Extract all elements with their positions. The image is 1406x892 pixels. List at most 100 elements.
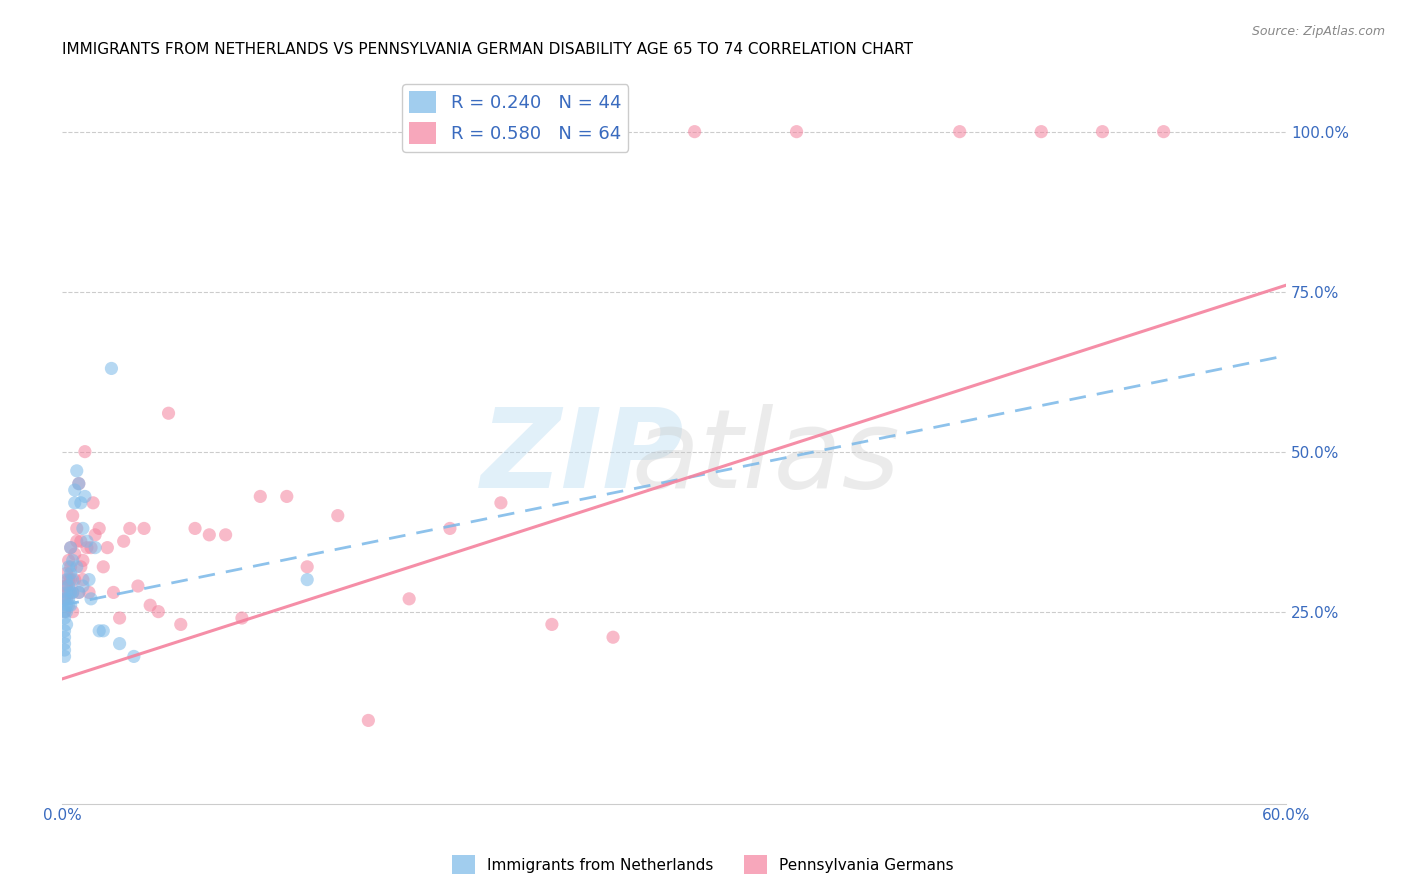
Point [58, 559, 80, 574]
Point [53, 643, 76, 657]
Point [295, 573, 318, 587]
Point [58, 591, 80, 606]
Point [84, 541, 107, 555]
Point [89, 521, 111, 535]
Point [63, 496, 86, 510]
Point [73, 490, 96, 504]
Point [108, 611, 131, 625]
Point [63, 547, 86, 561]
Point [59, 573, 82, 587]
Point [55, 566, 77, 581]
Text: atlas: atlas [631, 404, 900, 511]
Point [59, 585, 82, 599]
Point [55, 579, 77, 593]
Point [62, 585, 84, 599]
Point [58, 553, 80, 567]
Point [276, 490, 298, 504]
Point [295, 559, 318, 574]
Point [357, 714, 380, 728]
Point [103, 585, 125, 599]
Point [67, 476, 90, 491]
Point [231, 611, 253, 625]
Point [67, 585, 90, 599]
Point [66, 534, 89, 549]
Point [398, 591, 420, 606]
Point [53, 624, 76, 638]
Point [53, 637, 76, 651]
Legend: Immigrants from Netherlands, Pennsylvania Germans: Immigrants from Netherlands, Pennsylvani… [446, 849, 960, 880]
Point [58, 579, 80, 593]
Point [80, 541, 103, 555]
Point [62, 573, 84, 587]
Point [91, 624, 114, 638]
Point [148, 605, 170, 619]
Legend: R = 0.240   N = 44, R = 0.580   N = 64: R = 0.240 N = 44, R = 0.580 N = 64 [402, 84, 628, 152]
Point [53, 630, 76, 644]
Point [112, 534, 135, 549]
Point [489, 496, 512, 510]
Point [55, 617, 77, 632]
Point [62, 508, 84, 523]
Point [80, 591, 103, 606]
Point [58, 599, 80, 613]
Point [127, 579, 149, 593]
Point [82, 496, 104, 510]
Point [72, 553, 94, 567]
Point [1031, 125, 1053, 139]
Point [96, 541, 118, 555]
Point [157, 406, 180, 420]
Point [84, 528, 107, 542]
Point [108, 637, 131, 651]
Point [683, 125, 706, 139]
Point [53, 649, 76, 664]
Point [70, 534, 93, 549]
Point [53, 605, 76, 619]
Text: IMMIGRANTS FROM NETHERLANDS VS PENNSYLVANIA GERMAN DISABILITY AGE 65 TO 74 CORRE: IMMIGRANTS FROM NETHERLANDS VS PENNSYLVA… [62, 42, 914, 57]
Point [55, 573, 77, 587]
Point [59, 566, 82, 581]
Point [53, 591, 76, 606]
Point [77, 585, 100, 599]
Point [72, 579, 94, 593]
Point [66, 464, 89, 478]
Point [55, 599, 77, 613]
Point [55, 591, 77, 606]
Point [53, 591, 76, 606]
Point [73, 444, 96, 458]
Point [786, 125, 808, 139]
Point [949, 125, 972, 139]
Point [170, 617, 193, 632]
Point [1091, 125, 1114, 139]
Point [59, 559, 82, 574]
Point [72, 573, 94, 587]
Point [59, 599, 82, 613]
Point [62, 585, 84, 599]
Point [249, 490, 271, 504]
Text: ZIP: ZIP [481, 404, 685, 511]
Point [100, 361, 122, 376]
Point [602, 630, 624, 644]
Point [118, 521, 141, 535]
Point [76, 541, 98, 555]
Point [89, 624, 111, 638]
Point [139, 599, 162, 613]
Point [66, 559, 89, 574]
Point [76, 534, 98, 549]
Point [55, 585, 77, 599]
Point [62, 553, 84, 567]
Point [91, 559, 114, 574]
Point [70, 496, 93, 510]
Point [55, 605, 77, 619]
Point [1153, 125, 1175, 139]
Point [58, 585, 80, 599]
Point [59, 541, 82, 555]
Point [214, 528, 236, 542]
Point [53, 605, 76, 619]
Point [63, 483, 86, 497]
Point [62, 605, 84, 619]
Point [53, 579, 76, 593]
Point [184, 521, 207, 535]
Point [67, 476, 90, 491]
Point [198, 528, 221, 542]
Point [66, 521, 89, 535]
